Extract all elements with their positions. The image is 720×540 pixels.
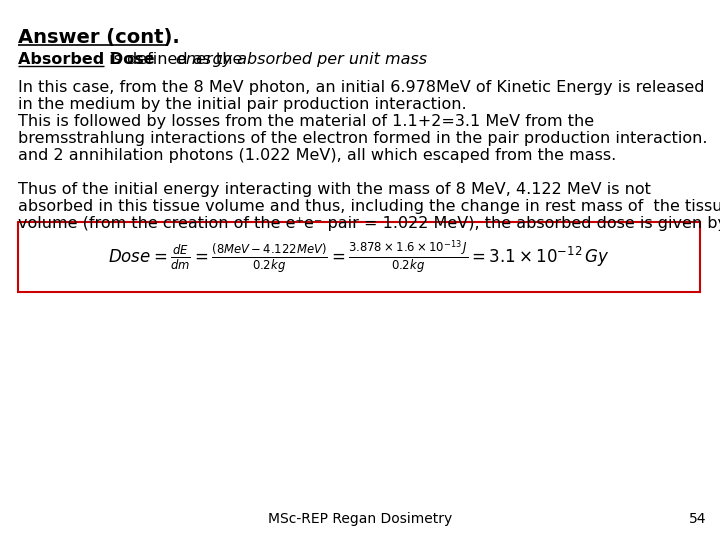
Text: Absorbed Dose: Absorbed Dose bbox=[18, 52, 155, 67]
Text: absorbed in this tissue volume and thus, including the change in rest mass of  t: absorbed in this tissue volume and thus,… bbox=[18, 199, 720, 214]
Text: Thus of the initial energy interacting with the mass of 8 MeV, 4.122 MeV is not: Thus of the initial energy interacting w… bbox=[18, 182, 651, 197]
FancyBboxPatch shape bbox=[18, 222, 700, 292]
Text: This is followed by losses from the material of 1.1+2=3.1 MeV from the: This is followed by losses from the mate… bbox=[18, 114, 594, 129]
Text: $\mathit{Dose} = \frac{\mathit{dE}}{\mathit{dm}} = \frac{(\mathit{8MeV} - \mathi: $\mathit{Dose} = \frac{\mathit{dE}}{\mat… bbox=[108, 238, 610, 276]
Text: In this case, from the 8 MeV photon, an initial 6.978MeV of Kinetic Energy is re: In this case, from the 8 MeV photon, an … bbox=[18, 80, 704, 95]
Text: Answer (cont).: Answer (cont). bbox=[18, 28, 180, 47]
Text: MSc-REP Regan Dosimetry: MSc-REP Regan Dosimetry bbox=[268, 512, 452, 526]
Text: and 2 annihilation photons (1.022 MeV), all which escaped from the mass.: and 2 annihilation photons (1.022 MeV), … bbox=[18, 148, 616, 163]
Text: in the medium by the initial pair production interaction.: in the medium by the initial pair produc… bbox=[18, 97, 467, 112]
Text: bremsstrahlung interactions of the electron formed in the pair production intera: bremsstrahlung interactions of the elect… bbox=[18, 131, 708, 146]
Text: energy absorbed per unit mass: energy absorbed per unit mass bbox=[176, 52, 427, 67]
Text: volume (from the creation of the e⁺e⁻ pair = 1.022 MeV), the absorbed dose is gi: volume (from the creation of the e⁺e⁻ pa… bbox=[18, 216, 720, 231]
Text: .: . bbox=[348, 52, 353, 67]
Text: is defined as the: is defined as the bbox=[104, 52, 248, 67]
Text: 54: 54 bbox=[688, 512, 706, 526]
